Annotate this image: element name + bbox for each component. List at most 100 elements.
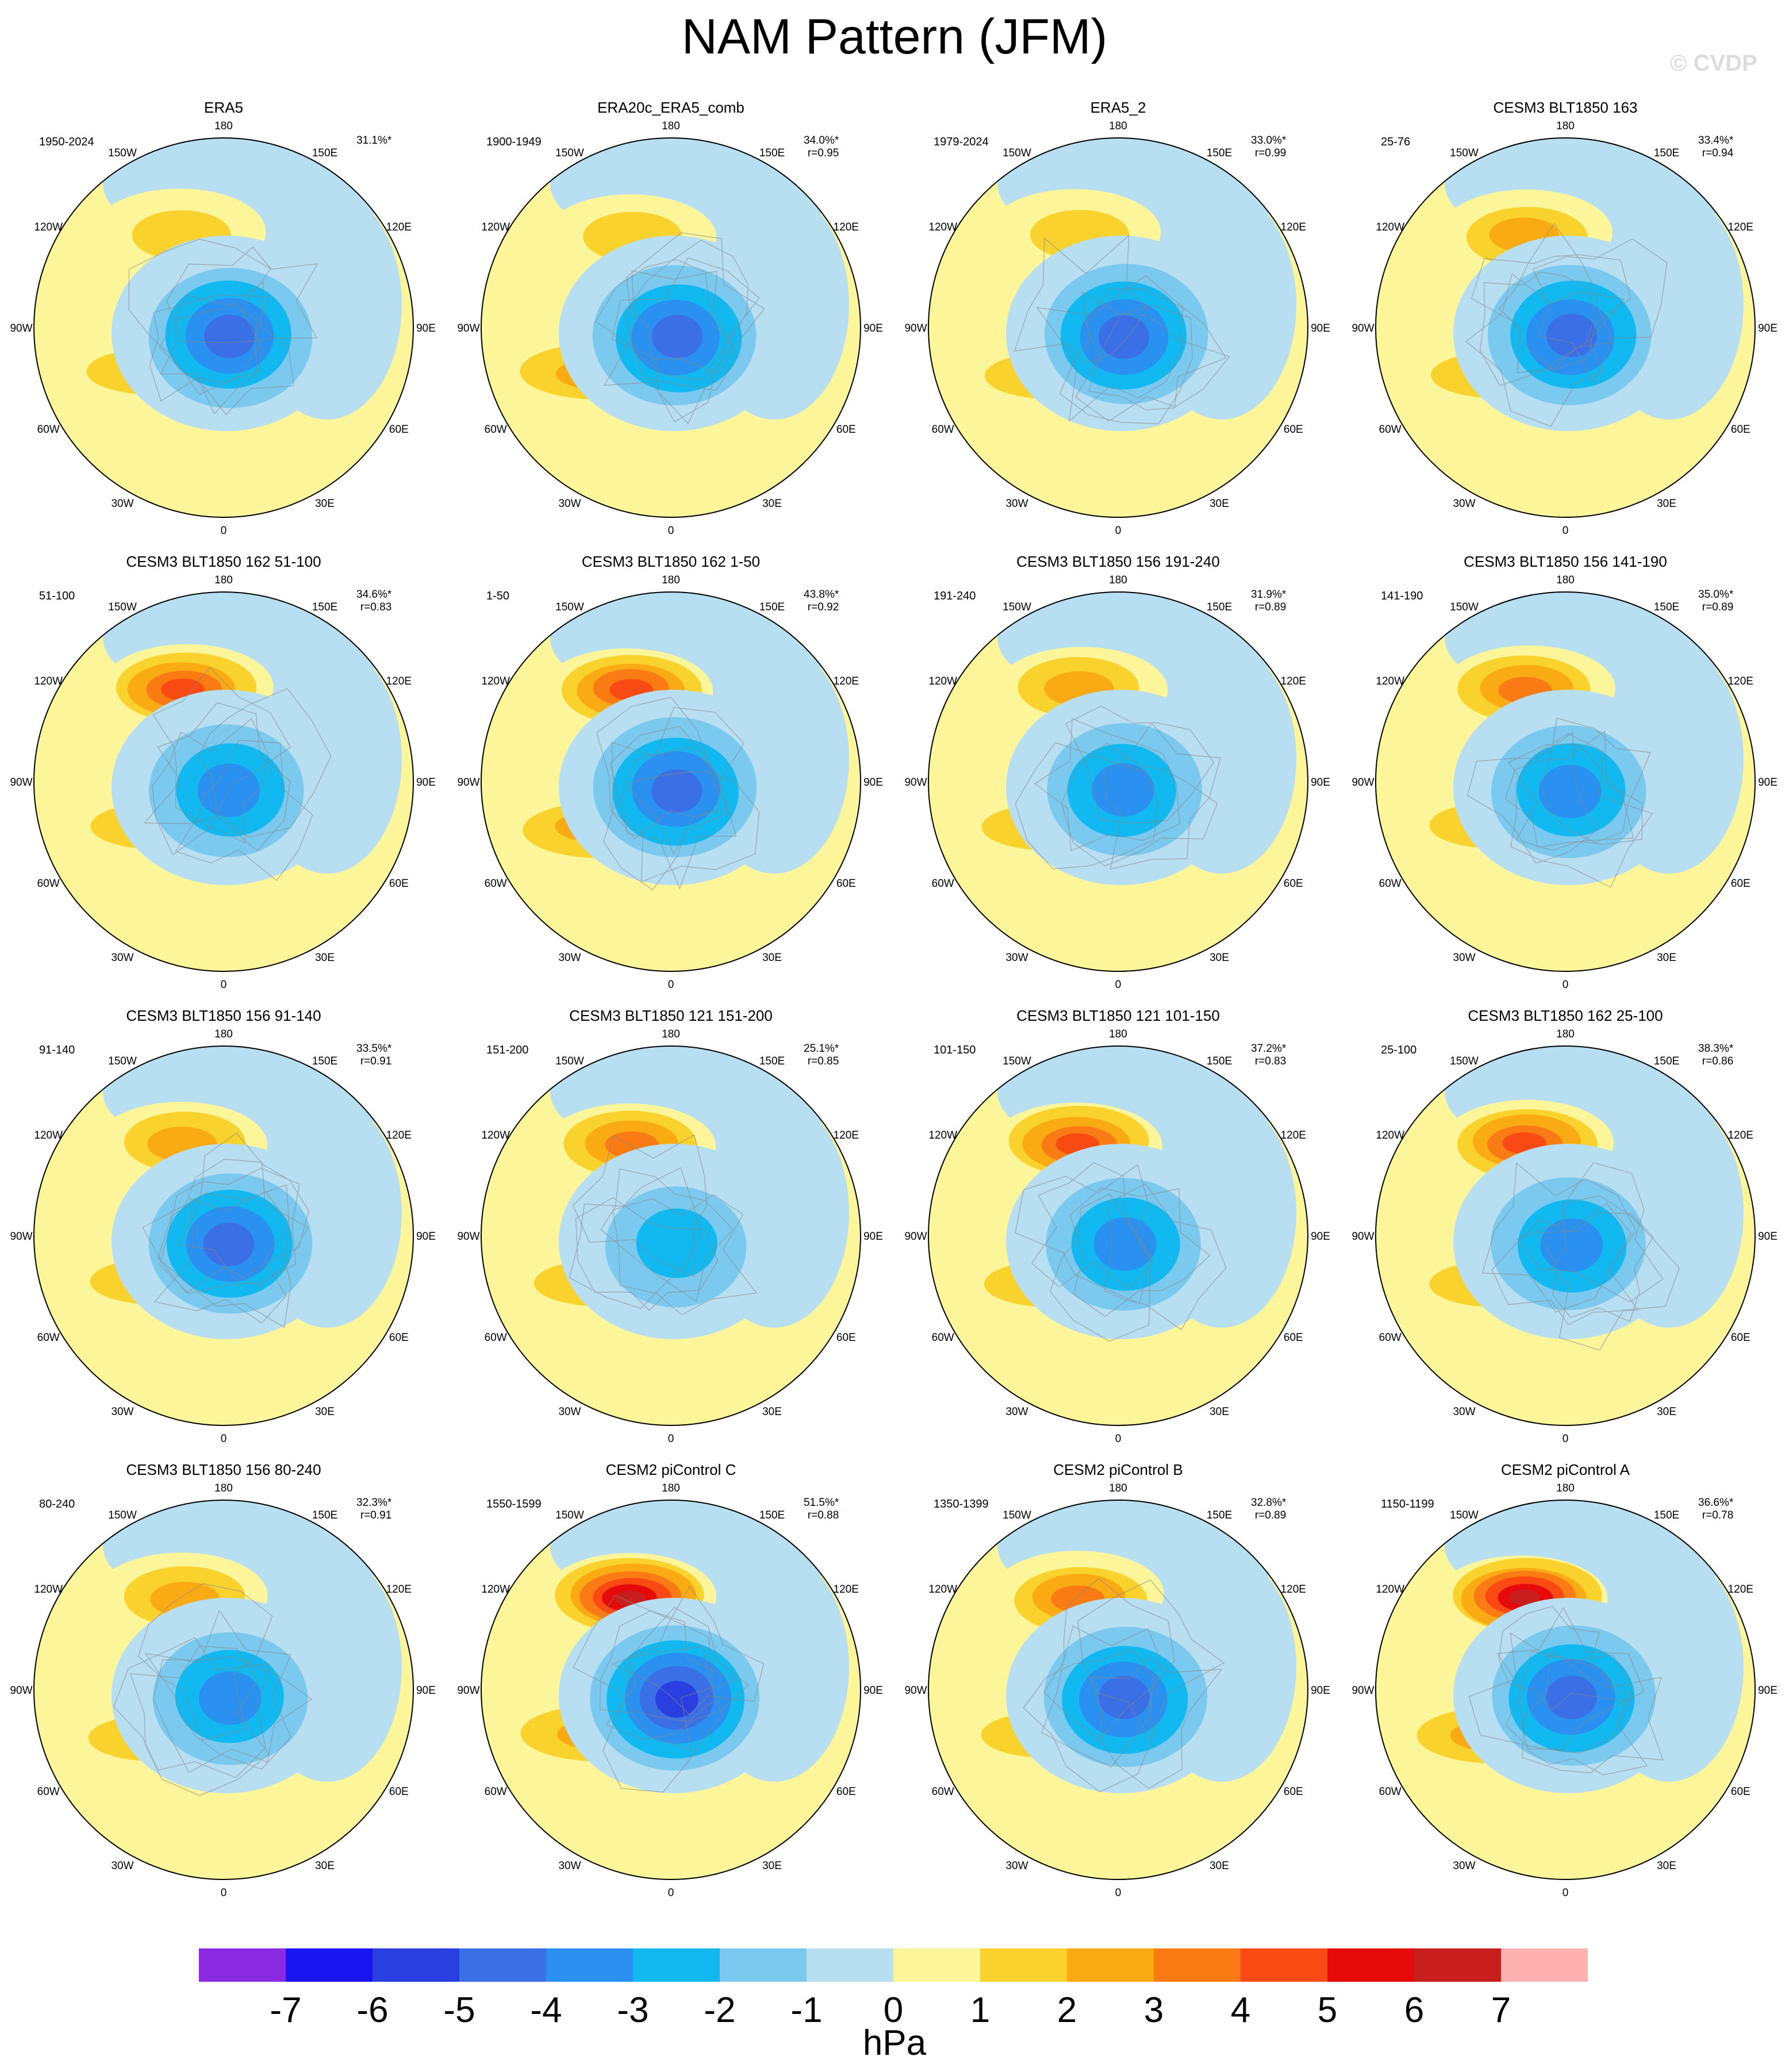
longitude-label: 150W <box>1450 601 1479 613</box>
longitude-label: 150W <box>555 601 584 613</box>
longitude-label: 120E <box>386 1583 412 1596</box>
coastline <box>1510 733 1653 888</box>
longitude-label: 180 <box>662 574 680 586</box>
colorbar-tick-label: -1 <box>790 1990 822 2023</box>
longitude-label: 120W <box>1376 221 1404 233</box>
colorbar-swatch <box>199 1948 286 1982</box>
longitude-label: 0 <box>221 1887 227 1899</box>
coastline <box>611 257 760 425</box>
coastline <box>175 739 313 882</box>
coastline <box>1496 1606 1645 1750</box>
longitude-label: 150W <box>108 1509 137 1521</box>
longitude-label: 30E <box>315 1860 335 1872</box>
coastline <box>611 1585 765 1716</box>
longitude-label: 120E <box>1728 1583 1753 1596</box>
panel-correlation: r=0.92 <box>807 601 839 613</box>
coastline <box>1013 234 1147 364</box>
longitude-label: 150E <box>759 1509 785 1521</box>
polar-map: 180 150E 120E 90E 60E 30E 0 30W 60W 90W 120W 150W <box>10 120 435 537</box>
longitude-label: 90W <box>904 776 927 789</box>
longitude-label: 150E <box>312 601 337 613</box>
polar-map: 180 150E 120E 90E 60E 30E 0 30W 60W 90W 120W 150W <box>10 574 435 991</box>
longitude-label: 120E <box>834 1583 859 1596</box>
coastline <box>573 1595 715 1723</box>
longitude-label: 60W <box>37 1332 60 1344</box>
coastline <box>1085 275 1227 410</box>
longitude-label: 150W <box>108 147 137 159</box>
panel-variance-explained: 36.6%* <box>1698 1497 1734 1509</box>
polar-map: 180 150E 120E 90E 60E 30E 0 30W 60W 90W 120W 150W <box>1352 120 1777 537</box>
longitude-label: 150E <box>312 1509 337 1521</box>
longitude-label: 120E <box>1281 675 1306 687</box>
longitude-label: 150E <box>1654 601 1679 613</box>
longitude-label: 90E <box>1758 1685 1778 1697</box>
panel-variance-explained: 33.5%* <box>356 1043 392 1055</box>
arctic-negative-lobe <box>1092 763 1154 817</box>
longitude-label: 30E <box>1210 1860 1229 1872</box>
copyright-watermark: © CVDP <box>1670 51 1757 76</box>
longitude-label: 120E <box>834 221 859 233</box>
longitude-label: 0 <box>1115 525 1122 537</box>
map-border <box>33 1500 414 1880</box>
longitude-label: 90W <box>10 1685 32 1697</box>
coastline <box>1077 1579 1225 1742</box>
longitude-label: 60E <box>1731 424 1750 436</box>
colorbar-tick-label: 0 <box>884 1990 903 2023</box>
arctic-negative-lobe <box>655 1681 698 1718</box>
coastline <box>1498 222 1613 374</box>
longitude-label: 120W <box>481 1583 510 1596</box>
coastline <box>1479 271 1596 386</box>
polar-map: 180 150E 120E 90E 60E 30E 0 30W 60W 90W 120W 150W <box>457 1482 882 1899</box>
longitude-label: 30E <box>1210 498 1229 510</box>
panel-title: CESM2 piControl B <box>1053 1461 1183 1478</box>
map-border <box>33 1045 414 1426</box>
coastline <box>600 1168 734 1302</box>
panel-variance-explained: 32.8%* <box>1251 1497 1287 1509</box>
longitude-label: 30W <box>111 498 133 510</box>
map-panel: ERA20c_ERA5_comb 1900-1949 34.0%* r=0.95 180… <box>447 98 894 552</box>
longitude-label: 0 <box>668 525 674 537</box>
panel-stats: 35.0%* r=0.89 <box>1698 589 1733 614</box>
coastline <box>149 294 270 402</box>
longitude-label: 150E <box>312 1055 337 1067</box>
longitude-label: 30E <box>315 498 335 510</box>
colorbar-tick-label: 1 <box>970 1990 990 2023</box>
longitude-label: 30W <box>558 1860 581 1872</box>
longitude-label: 60E <box>1731 1332 1750 1344</box>
longitude-label: 180 <box>214 120 233 132</box>
coastline <box>1466 731 1597 864</box>
panel-stats: 31.1%* <box>356 134 391 147</box>
longitude-label: 30E <box>1657 952 1676 964</box>
longitude-label: 60W <box>932 424 954 436</box>
polar-map: 180 150E 120E 90E 60E 30E 0 30W 60W 90W 120W 150W <box>457 1028 882 1445</box>
panel-years: 101-150 <box>934 1044 976 1056</box>
longitude-label: 30E <box>315 952 335 964</box>
longitude-label: 90E <box>1311 322 1330 335</box>
polar-map: 180 150E 120E 90E 60E 30E 0 30W 60W 90W 120W 150W <box>1352 1028 1777 1445</box>
longitude-label: 120W <box>928 1583 957 1596</box>
coastline <box>595 259 738 391</box>
panel-years: 1950-2024 <box>39 136 94 148</box>
map-panel: CESM3 BLT1850 156 191-240 191-240 31.9%* r=… <box>894 552 1342 1006</box>
polar-map: 180 150E 120E 90E 60E 30E 0 30W 60W 90W 120W 150W <box>457 574 882 991</box>
panel-title: CESM3 BLT1850 162 51-100 <box>126 553 321 570</box>
panel-correlation: r=0.78 <box>1702 1509 1734 1521</box>
panel-years: 151-200 <box>486 1044 529 1056</box>
longitude-label: 120E <box>386 221 412 233</box>
longitude-label: 90W <box>457 1685 479 1697</box>
panel-stats: 43.8%* r=0.92 <box>804 589 839 614</box>
coastline <box>1508 744 1643 851</box>
longitude-label: 150E <box>759 147 785 159</box>
longitude-label: 90E <box>416 1685 436 1697</box>
longitude-label: 90E <box>1311 1685 1330 1697</box>
coastline <box>1522 1648 1664 1774</box>
longitude-label: 120W <box>1376 1129 1404 1141</box>
panel-stats: 33.4%* r=0.94 <box>1698 134 1733 160</box>
longitude-label: 120E <box>1728 221 1753 233</box>
panel-stats: 32.8%* r=0.89 <box>1251 1497 1286 1522</box>
panel-correlation: r=0.89 <box>1702 601 1734 613</box>
colorbar-swatch <box>1241 1948 1327 1982</box>
longitude-label: 180 <box>1556 574 1575 586</box>
longitude-label: 0 <box>1563 525 1569 537</box>
longitude-label: 0 <box>221 525 227 537</box>
